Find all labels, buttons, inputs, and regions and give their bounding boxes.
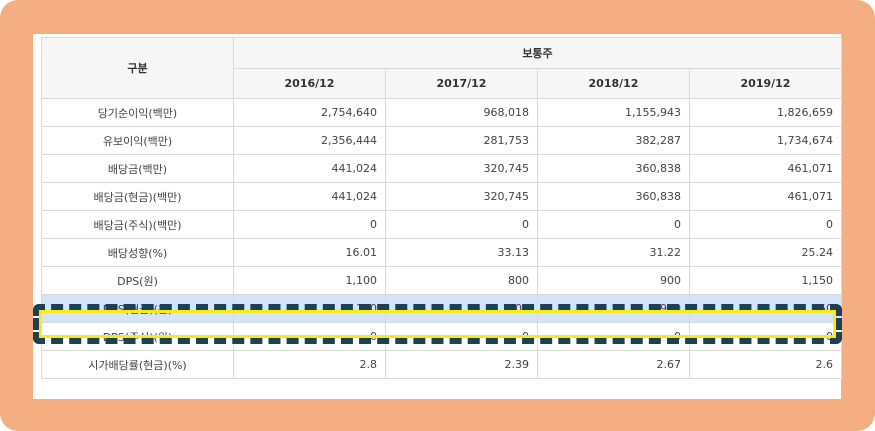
value-cell: 0 [689,322,842,351]
row-label: DPS(원) [41,266,234,295]
table-row: 배당금(주식)(백만) 0 0 0 0 [41,210,842,239]
table-row-highlighted: DPS(현금)(원) 1,100 800 900 1,150 [41,294,842,323]
row-label: DPS(주식)(원) [41,322,234,351]
table-row: 당기순이익(백만) 2,754,640 968,018 1,155,943 1,826,… [41,98,842,127]
value-cell: 441,024 [233,182,386,211]
value-cell: 800 [385,294,538,323]
table-row: DPS(주식)(원) 0 0 0 0 [41,322,842,351]
value-cell: 968,018 [385,98,538,127]
row-label: 배당금(주식)(백만) [41,210,234,239]
value-cell: 33.13 [385,238,538,267]
value-cell: 0 [233,322,386,351]
value-cell: 1,734,674 [689,126,842,155]
row-label: 시가배당률(현금)(%) [41,350,234,379]
table-row: 배당금(현금)(백만) 441,024 320,745 360,838 461,071 [41,182,842,211]
value-cell: 461,071 [689,154,842,183]
value-cell: 900 [537,294,690,323]
value-cell: 1,155,943 [537,98,690,127]
table-row: 배당금(백만) 441,024 320,745 360,838 461,071 [41,154,842,183]
value-cell: 2,356,444 [233,126,386,155]
value-cell: 25.24 [689,238,842,267]
value-cell: 281,753 [385,126,538,155]
value-cell: 0 [537,322,690,351]
value-cell: 441,024 [233,154,386,183]
value-cell: 382,287 [537,126,690,155]
value-cell: 1,100 [233,266,386,295]
value-cell: 461,071 [689,182,842,211]
table-row: 배당성향(%) 16.01 33.13 31.22 25.24 [41,238,842,267]
value-cell: 900 [537,266,690,295]
value-cell: 31.22 [537,238,690,267]
value-cell: 2.6 [689,350,842,379]
year-header: 2018/12 [537,68,690,99]
value-cell: 2.8 [233,350,386,379]
value-cell: 1,150 [689,294,842,323]
value-cell: 0 [233,210,386,239]
group-header: 보통주 [233,37,842,69]
table-row: 유보이익(백만) 2,356,444 281,753 382,287 1,734,674 [41,126,842,155]
year-header: 2016/12 [233,68,386,99]
value-cell: 1,826,659 [689,98,842,127]
table-row: 시가배당률(현금)(%) 2.8 2.39 2.67 2.6 [41,350,842,379]
corner-header: 구분 [41,37,234,99]
table-row: DPS(원) 1,100 800 900 1,150 [41,266,842,295]
value-cell: 2,754,640 [233,98,386,127]
value-cell: 360,838 [537,154,690,183]
value-cell: 0 [385,322,538,351]
value-cell: 1,150 [689,266,842,295]
value-cell: 320,745 [385,154,538,183]
value-cell: 0 [689,210,842,239]
value-cell: 1,100 [233,294,386,323]
row-label: 배당금(현금)(백만) [41,182,234,211]
row-label: DPS(현금)(원) [41,294,234,323]
value-cell: 360,838 [537,182,690,211]
value-cell: 16.01 [233,238,386,267]
value-cell: 320,745 [385,182,538,211]
row-label: 배당금(백만) [41,154,234,183]
row-label: 당기순이익(백만) [41,98,234,127]
value-cell: 0 [385,210,538,239]
value-cell: 2.67 [537,350,690,379]
dividend-table: 구분 보통주 2016/12 2017/12 2018/12 2019/12 당… [41,37,842,379]
value-cell: 0 [537,210,690,239]
value-cell: 800 [385,266,538,295]
year-header: 2017/12 [385,68,538,99]
row-label: 유보이익(백만) [41,126,234,155]
value-cell: 2.39 [385,350,538,379]
year-header: 2019/12 [689,68,842,99]
row-label: 배당성향(%) [41,238,234,267]
